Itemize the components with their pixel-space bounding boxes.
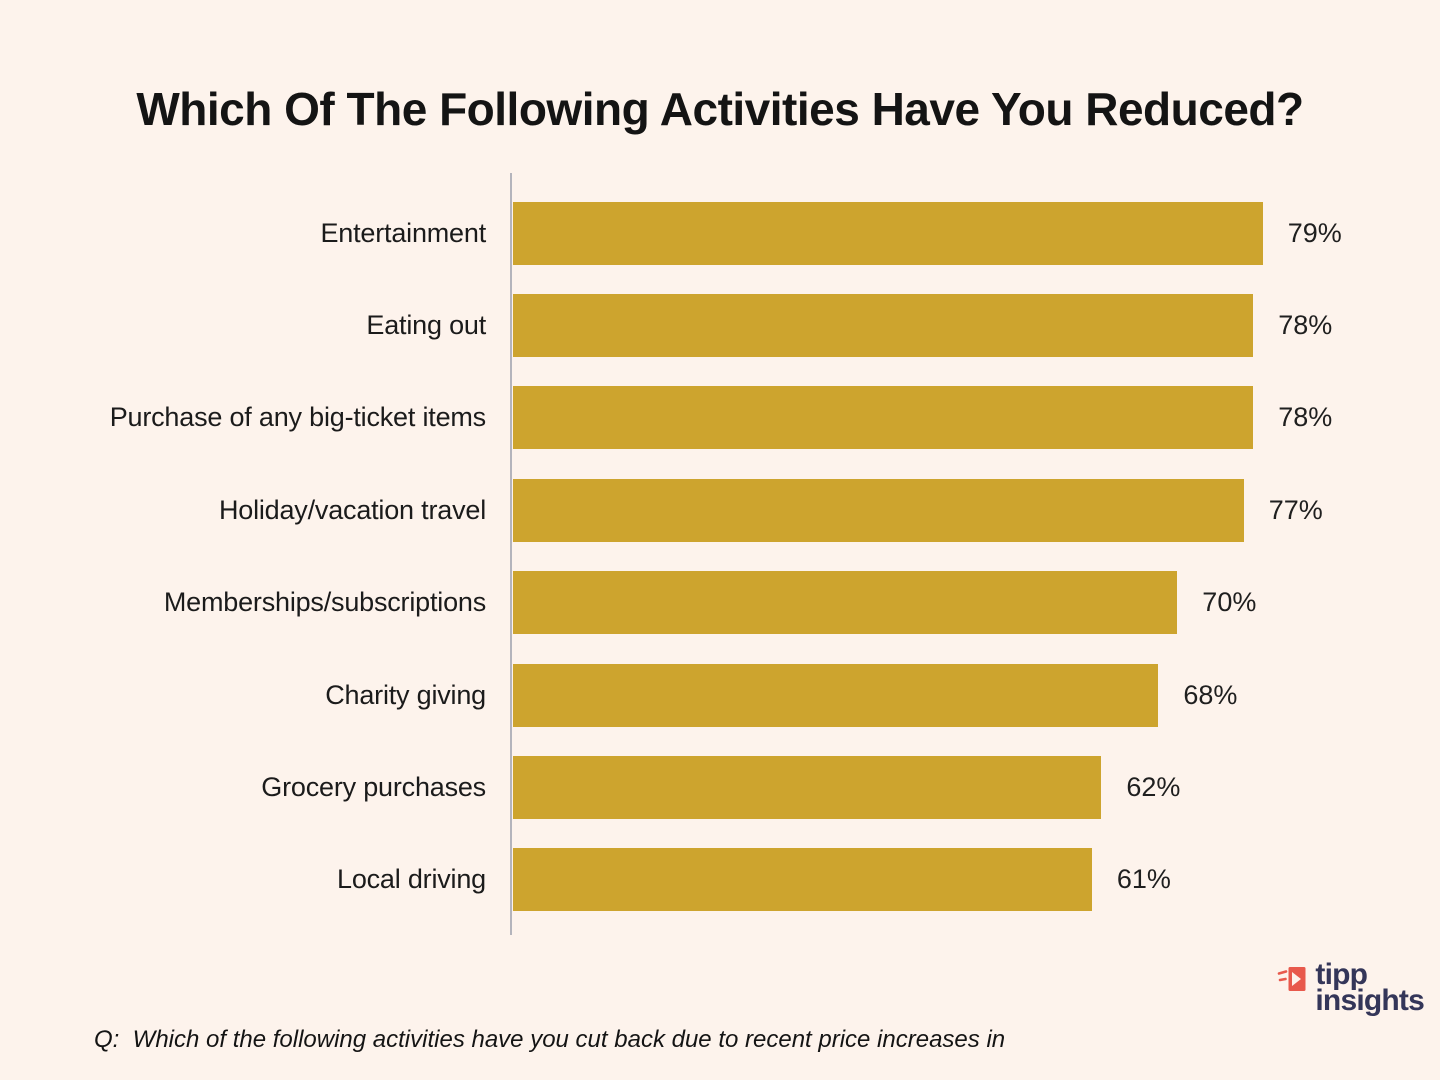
bar-row: Purchase of any big-ticket items 78%	[0, 372, 1440, 464]
logo-text: tipp insights	[1315, 958, 1424, 1017]
value-label: 78%	[1278, 402, 1333, 433]
bar	[513, 663, 1159, 727]
value-label: 61%	[1116, 864, 1171, 895]
value-label: 77%	[1268, 494, 1323, 525]
category-label: Entertainment	[320, 217, 487, 248]
bar	[513, 848, 1092, 912]
logo-line2: insights	[1315, 984, 1424, 1017]
y-axis-line	[510, 173, 512, 935]
value-label: 79%	[1287, 217, 1342, 248]
bar-row: Entertainment 79%	[0, 187, 1440, 279]
source-note-line1: Q: Which of the following activities hav…	[94, 1026, 1006, 1053]
page-title: Which Of The Following Activities Have Y…	[136, 83, 1304, 135]
logo-line1: tipp	[1315, 958, 1368, 991]
bar-row: Charity giving 68%	[0, 649, 1440, 741]
bar-row: Grocery purchases 62%	[0, 741, 1440, 833]
bar-chart: Entertainment 79% Eating out 78% Purchas…	[0, 173, 1440, 935]
bar-row: Memberships/subscriptions 70%	[0, 557, 1440, 649]
value-label: 62%	[1126, 772, 1181, 803]
value-label: 68%	[1183, 679, 1238, 710]
category-label: Memberships/subscriptions	[163, 587, 486, 618]
bar	[513, 756, 1102, 820]
bar	[513, 294, 1254, 358]
tipp-insights-logo: tipp insights	[1276, 958, 1425, 1017]
bar-row: Eating out 78%	[0, 279, 1440, 371]
bar	[513, 478, 1244, 542]
tipp-insights-arrow-icon	[1276, 964, 1312, 1005]
category-label: Purchase of any big-ticket items	[109, 402, 486, 433]
category-label: Holiday/vacation travel	[218, 494, 486, 525]
bar	[513, 386, 1254, 450]
category-label: Local driving	[337, 864, 486, 895]
source-note: Q: Which of the following activities hav…	[94, 950, 1164, 1080]
category-label: Charity giving	[325, 679, 486, 710]
bar-row: Local driving 61%	[0, 834, 1440, 926]
bar	[513, 201, 1263, 265]
bar-rows: Entertainment 79% Eating out 78% Purchas…	[0, 187, 1440, 926]
category-label: Grocery purchases	[261, 772, 486, 803]
bar-row: Holiday/vacation travel 77%	[0, 464, 1440, 556]
value-label: 70%	[1202, 587, 1257, 618]
bar	[513, 571, 1178, 635]
value-label: 78%	[1278, 310, 1333, 341]
category-label: Eating out	[366, 310, 486, 341]
